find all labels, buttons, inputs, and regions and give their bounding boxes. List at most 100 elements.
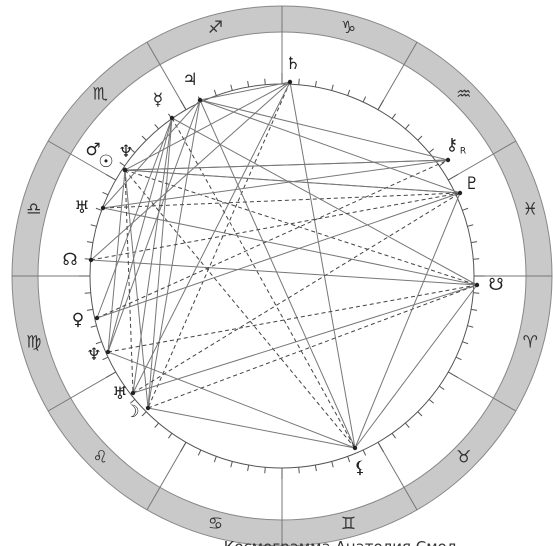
planet-point	[352, 445, 358, 451]
planet-point	[457, 190, 463, 196]
degree-tick	[213, 456, 217, 463]
degree-tick	[462, 341, 469, 345]
degree-tick	[467, 325, 474, 328]
degree-tick	[448, 174, 459, 181]
sign-glyph: ♎	[26, 199, 41, 219]
sign-divider	[47, 371, 116, 412]
aspect-line	[124, 169, 134, 394]
degree-tick	[154, 422, 159, 428]
sign-glyph: ♋	[208, 514, 223, 534]
degree-tick	[314, 464, 317, 472]
inner-ring	[37, 31, 527, 521]
aspect-line	[199, 99, 356, 449]
degree-tick	[467, 224, 474, 227]
degree-tick	[473, 292, 480, 294]
aspect-line	[171, 117, 478, 286]
aspect-line	[132, 192, 461, 394]
degree-tick	[105, 174, 116, 181]
degree-tick	[473, 258, 480, 260]
aspect-line	[132, 284, 478, 394]
aspect-line	[147, 81, 291, 409]
planet-point	[122, 167, 128, 173]
degree-tick	[417, 135, 423, 141]
planet-glyph: ⚸	[354, 458, 366, 478]
planet-glyph: ♆	[118, 142, 133, 162]
aspect-line	[107, 117, 173, 353]
aspect-line	[107, 99, 201, 353]
aspect-line	[124, 81, 291, 171]
planet-glyph: ☉	[98, 152, 113, 172]
aspect-line	[102, 192, 461, 209]
planet-point	[145, 405, 151, 411]
degree-tick	[362, 96, 367, 103]
degree-tick	[428, 399, 434, 404]
planet-glyph: ♅	[112, 384, 127, 404]
degree-tick	[247, 464, 250, 472]
degree-tick	[405, 422, 410, 428]
sign-glyph: ♑	[341, 18, 356, 38]
aspect-line	[132, 117, 173, 394]
degree-tick	[377, 442, 384, 453]
degree-tick	[86, 241, 94, 244]
planet-glyph: ♀	[72, 310, 84, 330]
degree-tick	[405, 124, 410, 130]
planet-point	[130, 390, 136, 396]
degree-tick	[86, 308, 94, 311]
planet-glyph: ♄	[285, 54, 300, 74]
degree-tick	[314, 80, 317, 88]
planet-point	[100, 205, 106, 211]
degree-tick	[247, 80, 250, 88]
planet-glyph: ♃	[182, 70, 197, 90]
aspect-line	[199, 81, 291, 101]
degree-tick	[95, 207, 102, 211]
aspect-line	[124, 169, 478, 286]
degree-tick	[180, 99, 187, 110]
aspect-line	[289, 81, 356, 449]
planet-glyph: ☿	[153, 90, 163, 110]
degree-tick	[455, 356, 462, 361]
degree-tick	[347, 456, 351, 463]
aspect-line	[124, 159, 449, 171]
degree-tick	[141, 135, 147, 141]
planet-point	[169, 115, 175, 121]
sign-divider	[47, 140, 116, 181]
degree-tick	[102, 356, 109, 361]
degree-tick	[470, 241, 478, 244]
sign-glyph: ♏	[93, 84, 108, 104]
aspect-line	[147, 117, 173, 409]
sign-glyph: ♒	[456, 84, 471, 104]
planet-glyph: ♆	[86, 345, 101, 365]
degree-tick	[90, 325, 97, 328]
degree-tick	[141, 411, 147, 417]
sign-glyph: ♌	[93, 448, 108, 468]
planet-glyph: ☽	[124, 402, 139, 422]
degree-tick	[119, 385, 126, 390]
planet-glyph: ☊	[62, 250, 77, 270]
aspect-line	[124, 169, 149, 409]
aspect-line	[354, 192, 461, 449]
degree-tick	[168, 432, 173, 439]
aspect-line	[90, 259, 478, 286]
degree-tick	[90, 224, 97, 227]
sign-glyph: ♉	[456, 448, 471, 468]
aspect-line	[102, 207, 478, 286]
retrograde-mark: R	[460, 147, 466, 157]
degree-tick	[119, 162, 126, 167]
degree-tick	[95, 341, 102, 345]
aspect-line	[96, 159, 449, 319]
planet-point	[94, 315, 100, 321]
planet-point	[474, 282, 480, 288]
sign-divider	[146, 41, 187, 110]
degree-tick	[438, 385, 445, 390]
aspect-line	[96, 192, 461, 319]
degree-tick	[298, 467, 300, 474]
degree-tick	[264, 78, 266, 85]
planet-glyph: ⚷	[446, 135, 458, 155]
planet-point	[197, 97, 203, 103]
degree-tick	[180, 442, 187, 453]
degree-tick	[428, 148, 434, 153]
degree-tick	[154, 124, 159, 130]
degree-tick	[347, 89, 351, 96]
aspect-line	[102, 99, 201, 209]
